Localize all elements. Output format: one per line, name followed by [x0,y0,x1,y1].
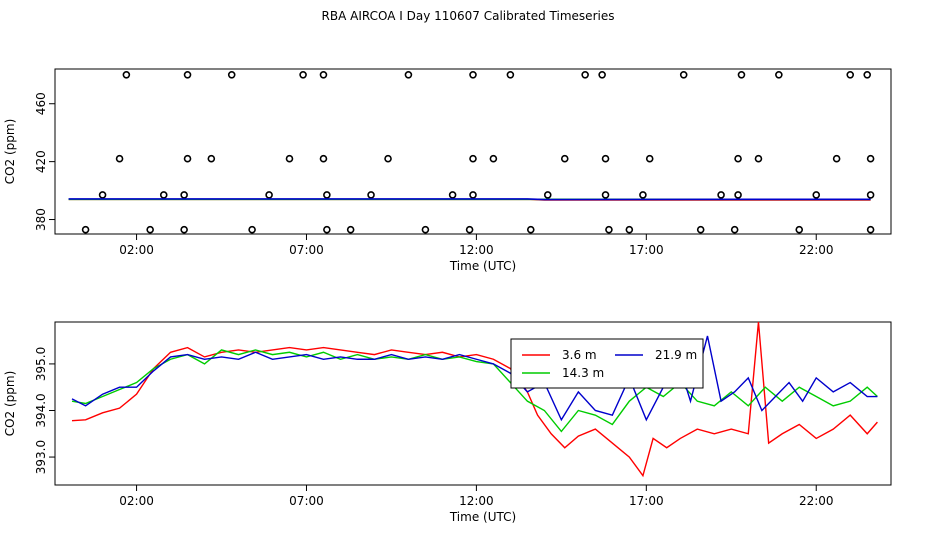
data-point [625,225,634,234]
series-line-2 [71,335,878,422]
data-point [323,225,331,234]
data-point [832,154,841,163]
data-point [645,154,654,163]
data-point [601,191,610,199]
data-point [299,70,307,79]
data-point [115,154,124,163]
x-tick-label: 02:00 [119,494,154,508]
data-point [180,191,188,199]
data-point [679,70,688,79]
legend-box [510,338,704,389]
data-point [717,191,725,199]
data-point [180,225,188,234]
data-point [367,191,375,199]
data-point [730,225,739,234]
y-axis-title: CO2 (ppm) [3,119,17,185]
x-axis-title: Time (UTC) [449,259,516,273]
data-point [866,191,875,199]
reference-line [68,198,871,201]
data-point [639,191,647,199]
data-point [581,70,589,79]
data-point [734,154,742,163]
x-tick-label: 17:00 [629,494,664,508]
data-point [465,225,474,234]
chart-title: RBA AIRCOA I Day 110607 Calibrated Times… [321,9,615,23]
x-tick-label: 12:00 [459,494,494,508]
data-point [489,154,498,163]
data-point [384,154,392,163]
data-point [469,70,477,79]
legend: 3.6 m 14.3 m 21.9 m [510,338,704,389]
data-point [421,225,430,234]
x-tick-label: 07:00 [289,494,324,508]
data-point [863,70,872,79]
data-point [506,70,515,79]
data-point [605,225,613,234]
plot-frame [54,321,892,486]
data-point [469,191,477,199]
data-point [227,70,236,79]
data-point [248,225,256,234]
upper-panel: 02:00 07:00 12:00 17:00 22:00 380 420 460 Time (… [3,68,892,273]
data-point [696,225,705,234]
x-tick-label: 17:00 [629,243,664,257]
data-point [265,191,273,199]
plot-frame [54,68,892,235]
data-point [285,154,294,163]
legend-label: 14.3 m [562,366,604,380]
data-point [323,191,331,199]
series-line-0 [71,321,878,478]
y-axis-title: CO2 (ppm) [3,371,17,437]
data-point [866,225,875,234]
y-tick-label: 394.0 [34,393,48,427]
data-point [98,191,107,199]
data-point [754,154,763,163]
data-point [319,70,328,79]
y-tick-label: 460 [34,92,48,115]
data-point [866,154,875,163]
lower-panel: 02:00 07:00 12:00 17:00 22:00 393.0 394.0 395.0… [3,321,892,524]
data-point [146,225,154,234]
x-tick-label: 02:00 [119,243,154,257]
y-tick-label: 380 [34,208,48,231]
data-point [404,70,413,79]
data-point [734,191,742,199]
data-point [737,70,746,79]
data-point [319,154,328,163]
data-point [846,70,855,79]
x-axis-title: Time (UTC) [449,510,516,524]
data-point [543,191,552,199]
data-point [81,225,90,234]
data-point [207,154,216,163]
x-tick-label: 07:00 [289,243,324,257]
legend-label: 21.9 m [655,348,697,362]
data-point [601,154,610,163]
data-point [346,225,355,234]
data-point [469,154,477,163]
x-tick-label: 22:00 [799,494,834,508]
x-tick-label: 12:00 [459,243,494,257]
y-tick-label: 393.0 [34,440,48,474]
data-point [812,191,821,199]
data-point [526,225,535,234]
data-point [183,154,192,163]
data-point [183,70,192,79]
y-tick-label: 420 [34,150,48,173]
legend-label: 3.6 m [562,348,597,362]
data-point [448,191,457,199]
data-point [122,70,131,79]
x-tick-label: 22:00 [799,243,834,257]
data-point [795,225,804,234]
series-line-1 [71,349,878,433]
data-point [159,191,168,199]
data-point [560,154,569,163]
y-tick-label: 395.0 [34,347,48,381]
data-point [598,70,606,79]
data-point [775,70,783,79]
